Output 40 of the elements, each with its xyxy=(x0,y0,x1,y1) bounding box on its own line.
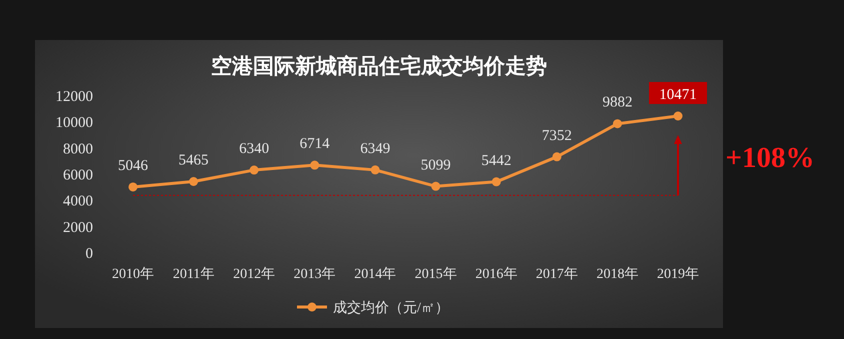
y-tick-label: 8000 xyxy=(63,141,93,158)
point xyxy=(612,119,622,128)
point xyxy=(674,112,682,121)
x-tick-label: 2019年 xyxy=(657,266,699,282)
text: +108% xyxy=(725,142,815,174)
point xyxy=(370,165,380,174)
data-label: 5465 xyxy=(178,152,209,168)
data-label: 7352 xyxy=(542,128,572,144)
data-label: 5099 xyxy=(420,157,451,174)
point xyxy=(431,182,440,191)
data-label: 5046 xyxy=(118,158,148,174)
x-tick-label: 2015年 xyxy=(414,266,457,282)
y-tick-label: 6000 xyxy=(63,168,93,184)
data-label: 5442 xyxy=(481,152,512,169)
x-tick-label: 2016年 xyxy=(475,266,518,282)
x-tick-label: 2010年 xyxy=(112,266,154,282)
x-tick-label: 2011年 xyxy=(172,266,214,282)
x-tick-label: 2017年 xyxy=(536,266,578,282)
point xyxy=(552,152,562,162)
chart-title: 空港国际新城商品住宅成交均价走势 xyxy=(211,54,547,78)
point xyxy=(189,177,198,186)
legend-label: 成交均价（元/㎡） xyxy=(333,300,449,316)
x-tick-label: 2013年 xyxy=(294,266,336,282)
point xyxy=(310,160,320,170)
data-label: 10471 xyxy=(659,87,697,104)
x-tick-label: 2018年 xyxy=(596,266,638,282)
data-label: 6349 xyxy=(360,140,390,157)
data-label: 6714 xyxy=(300,136,330,152)
y-tick-label: 0 xyxy=(86,246,93,262)
data-label: 6340 xyxy=(239,141,270,158)
y-tick-label: 2000 xyxy=(63,220,93,236)
y-tick-label: 10000 xyxy=(56,115,93,132)
x-tick-label: 2012年 xyxy=(233,266,276,282)
data-label: 9882 xyxy=(602,94,632,111)
point xyxy=(492,177,501,186)
point xyxy=(128,182,138,192)
point xyxy=(250,166,259,175)
x-tick-label: 2014年 xyxy=(354,266,396,282)
y-tick-label: 12000 xyxy=(56,89,93,105)
y-tick-label: 4000 xyxy=(63,194,93,210)
